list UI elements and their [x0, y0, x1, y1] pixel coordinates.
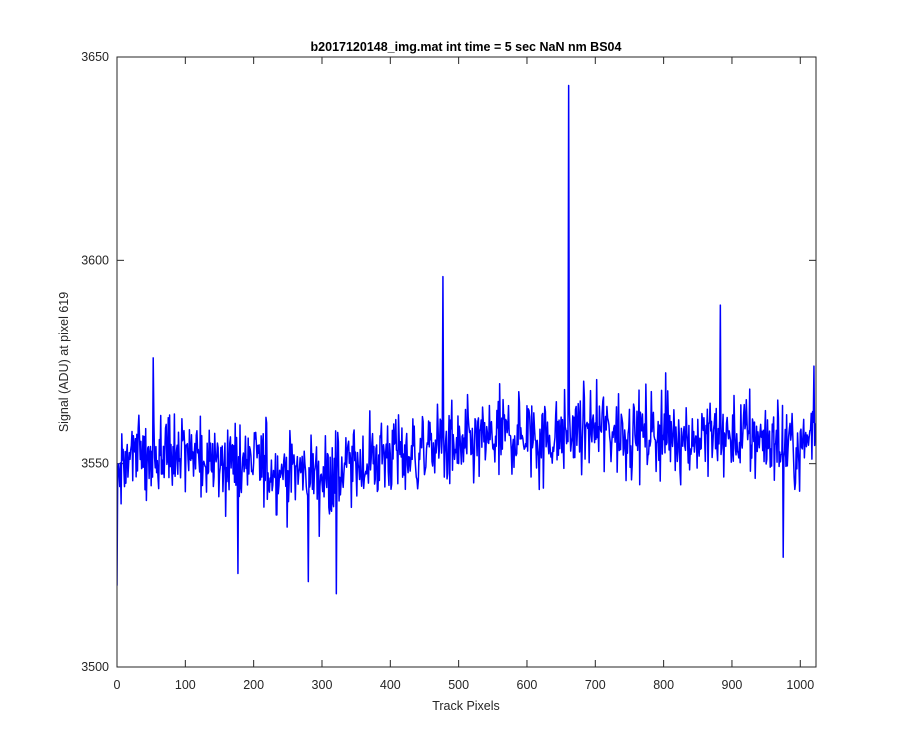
y-tick-label: 3550 [81, 457, 109, 471]
x-tick-label: 1000 [786, 678, 814, 692]
y-tick-label: 3600 [81, 253, 109, 267]
y-tick-label: 3650 [81, 50, 109, 64]
x-tick-label: 800 [653, 678, 674, 692]
x-tick-label: 700 [585, 678, 606, 692]
x-axis-label: Track Pixels [432, 699, 500, 713]
x-tick-label: 400 [380, 678, 401, 692]
series-line [117, 84, 816, 595]
chart-title: b2017120148_img.mat int time = 5 sec NaN… [311, 40, 622, 54]
x-tick-label: 900 [722, 678, 743, 692]
x-tick-label: 0 [114, 678, 121, 692]
x-tick-label: 100 [175, 678, 196, 692]
plot-frame [116, 56, 817, 668]
y-axis-label: Signal (ADU) at pixel 619 [57, 292, 71, 432]
series-group [117, 84, 816, 595]
axis-ticks: 0 100 200 300 400 500 600 700 800 900 1000 3500 3550… [81, 50, 816, 692]
x-tick-label: 500 [448, 678, 469, 692]
y-tick-label: 3500 [81, 660, 109, 674]
x-tick-label: 300 [312, 678, 333, 692]
x-tick-label: 200 [243, 678, 264, 692]
x-tick-label: 600 [517, 678, 538, 692]
